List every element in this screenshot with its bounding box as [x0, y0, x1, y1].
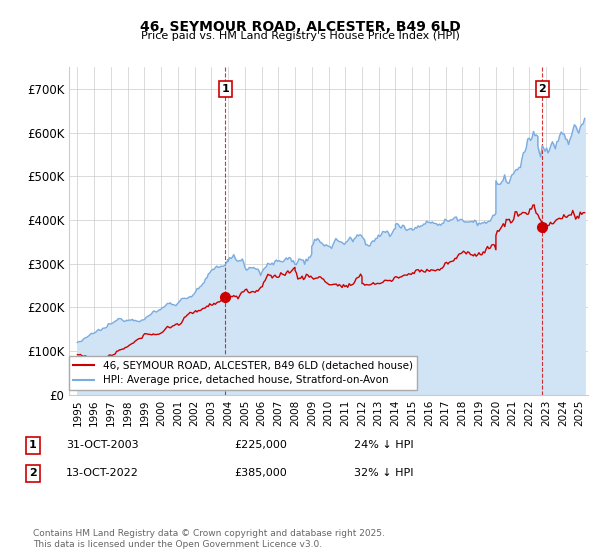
- Text: 31-OCT-2003: 31-OCT-2003: [66, 440, 139, 450]
- Text: £225,000: £225,000: [234, 440, 287, 450]
- Legend: 46, SEYMOUR ROAD, ALCESTER, B49 6LD (detached house), HPI: Average price, detach: 46, SEYMOUR ROAD, ALCESTER, B49 6LD (det…: [69, 356, 417, 390]
- Text: 32% ↓ HPI: 32% ↓ HPI: [354, 468, 413, 478]
- Text: 1: 1: [221, 84, 229, 94]
- Text: Price paid vs. HM Land Registry's House Price Index (HPI): Price paid vs. HM Land Registry's House …: [140, 31, 460, 41]
- Text: Contains HM Land Registry data © Crown copyright and database right 2025.
This d: Contains HM Land Registry data © Crown c…: [33, 529, 385, 549]
- Text: 1: 1: [29, 440, 37, 450]
- Text: 24% ↓ HPI: 24% ↓ HPI: [354, 440, 413, 450]
- Text: 2: 2: [29, 468, 37, 478]
- Text: 13-OCT-2022: 13-OCT-2022: [66, 468, 139, 478]
- Text: 46, SEYMOUR ROAD, ALCESTER, B49 6LD: 46, SEYMOUR ROAD, ALCESTER, B49 6LD: [140, 20, 460, 34]
- Text: £385,000: £385,000: [234, 468, 287, 478]
- Text: 2: 2: [539, 84, 547, 94]
